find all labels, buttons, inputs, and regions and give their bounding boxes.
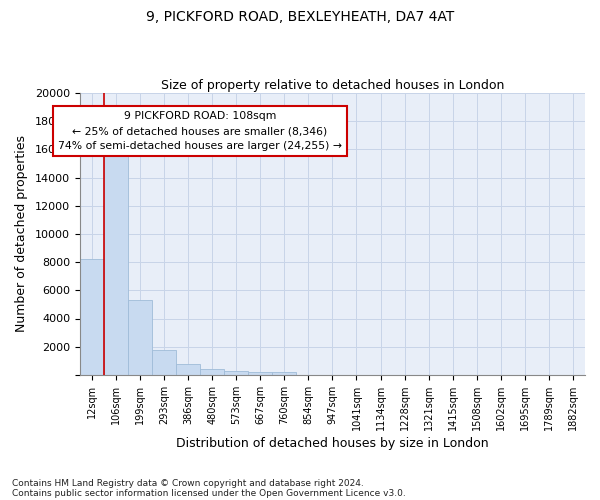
Bar — [176, 364, 200, 375]
Bar — [80, 260, 104, 375]
Bar — [128, 300, 152, 375]
Y-axis label: Number of detached properties: Number of detached properties — [15, 136, 28, 332]
Bar — [248, 372, 272, 375]
Bar — [272, 372, 296, 375]
X-axis label: Distribution of detached houses by size in London: Distribution of detached houses by size … — [176, 437, 489, 450]
Title: Size of property relative to detached houses in London: Size of property relative to detached ho… — [161, 79, 504, 92]
Bar — [152, 350, 176, 375]
Text: Contains public sector information licensed under the Open Government Licence v3: Contains public sector information licen… — [12, 488, 406, 498]
Text: Contains HM Land Registry data © Crown copyright and database right 2024.: Contains HM Land Registry data © Crown c… — [12, 478, 364, 488]
Bar — [200, 370, 224, 375]
Text: 9, PICKFORD ROAD, BEXLEYHEATH, DA7 4AT: 9, PICKFORD ROAD, BEXLEYHEATH, DA7 4AT — [146, 10, 454, 24]
Text: 9 PICKFORD ROAD: 108sqm
← 25% of detached houses are smaller (8,346)
74% of semi: 9 PICKFORD ROAD: 108sqm ← 25% of detache… — [58, 112, 342, 151]
Bar — [104, 142, 128, 375]
Bar — [224, 371, 248, 375]
